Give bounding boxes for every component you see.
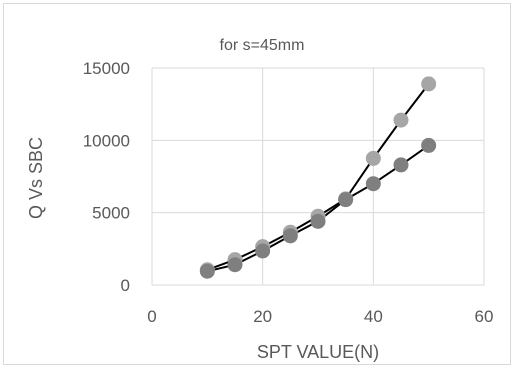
y-axis-title: Q Vs SBC [26,137,46,219]
data-point-series-1 [365,150,381,166]
data-point-series-2 [338,192,354,208]
y-tick-label: 10000 [83,131,130,150]
grid-layer [151,67,485,286]
x-axis-title: SPT VALUE(N) [257,342,379,362]
data-point-series-2 [282,228,298,244]
series-line-1 [206,83,430,271]
tick-labels-layer: 0 5000 10000 15000 0 20 40 60 [83,59,494,326]
data-point-series-2 [255,243,271,259]
x-tick-label: 0 [147,307,156,326]
y-tick-label: 5000 [92,204,130,223]
series-lines-layer [206,83,430,273]
data-point-series-2 [421,137,437,153]
y-tick-label: 15000 [83,59,130,78]
data-point-series-2 [199,263,215,279]
data-point-series-1 [393,112,409,128]
data-points-layer [199,76,437,279]
y-tick-label: 0 [121,276,130,295]
x-tick-label: 60 [475,307,494,326]
chart-title: for s=45mm [220,37,305,54]
data-point-series-2 [365,176,381,192]
data-point-series-2 [393,157,409,173]
x-tick-label: 20 [253,307,272,326]
data-point-series-2 [310,213,326,229]
x-tick-label: 40 [364,307,383,326]
data-point-series-1 [421,76,437,92]
chart-border [3,3,511,365]
data-point-series-2 [227,257,243,273]
